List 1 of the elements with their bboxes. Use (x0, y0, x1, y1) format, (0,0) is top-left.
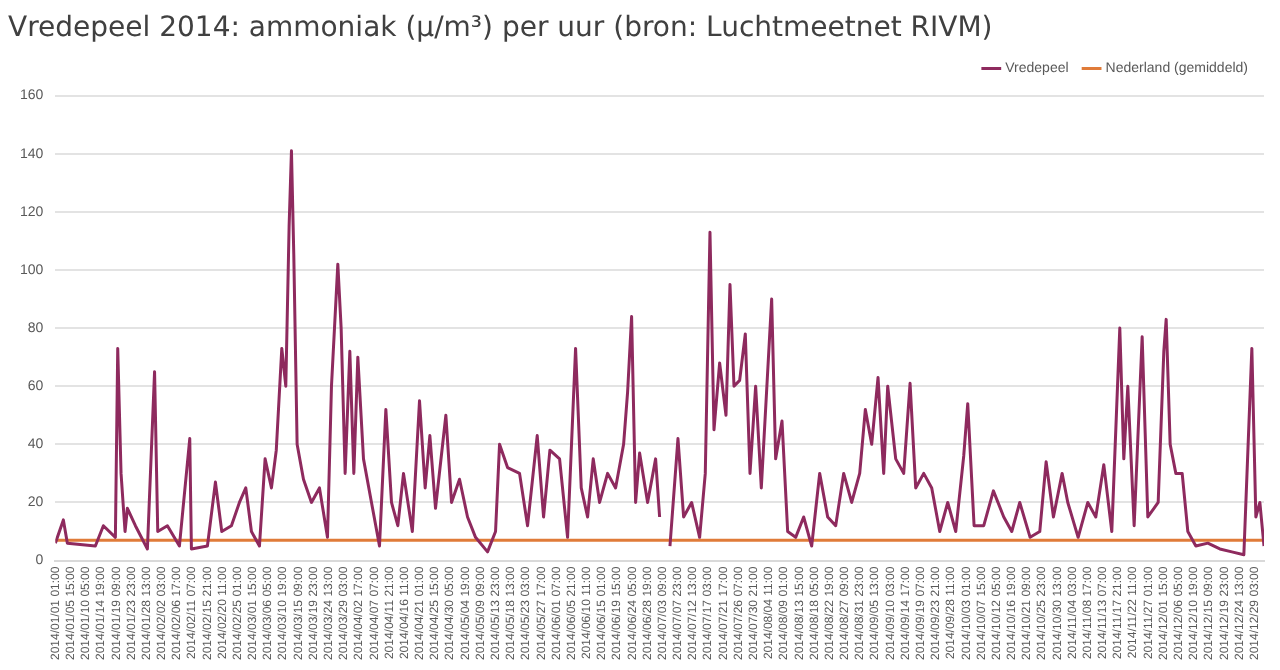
chart-title: Vredepeel 2014: ammoniak (μ/m³) per uur (bron: Luchtmeetnet RIVM) (8, 12, 993, 45)
